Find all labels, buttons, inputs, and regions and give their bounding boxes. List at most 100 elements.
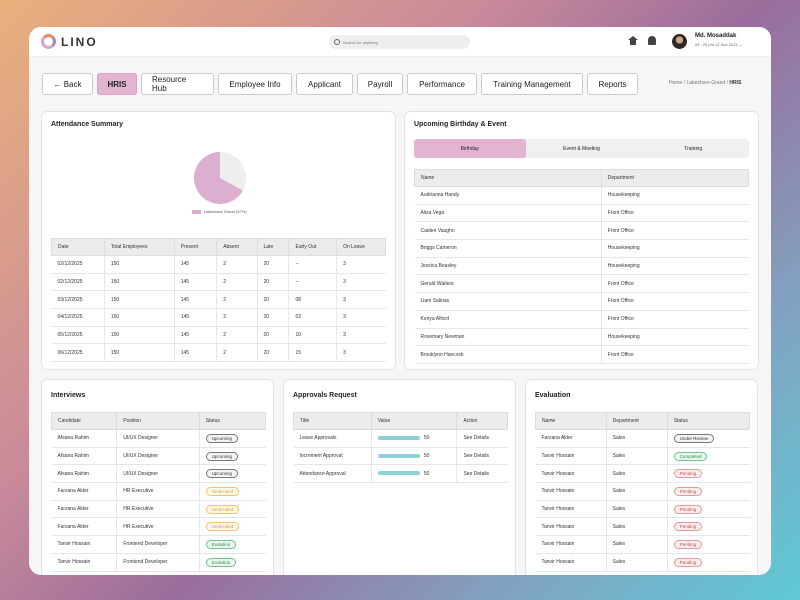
table-row[interactable]: 03/12/2025 150 145 2 20 08 3 bbox=[51, 290, 386, 310]
table-cell: Front Office bbox=[600, 310, 749, 329]
status-badge: Evolution bbox=[205, 557, 237, 567]
table-row[interactable]: Farzana Akter HR Executive Undecided bbox=[51, 500, 266, 519]
table-cell: 145 bbox=[173, 290, 217, 310]
table-cell: Housekeeping bbox=[600, 328, 749, 347]
status-badge: Upcoming bbox=[205, 433, 238, 443]
table-row[interactable]: Brooklynn Hancock Front Office bbox=[414, 345, 749, 364]
logo[interactable]: LINO bbox=[41, 34, 98, 49]
column-header: Total Employees bbox=[103, 238, 175, 256]
table-cell: Jessica Beasley bbox=[414, 257, 602, 276]
segment-training[interactable]: Training bbox=[684, 145, 703, 152]
column-header: Value bbox=[370, 412, 458, 430]
table-row[interactable]: 04/12/2025 150 145 2 20 02 3 bbox=[51, 308, 386, 327]
table-cell: 150 bbox=[103, 343, 175, 363]
table-cell: Aliza Vega bbox=[414, 204, 602, 223]
tab-resource-hub[interactable]: Resource Hub bbox=[141, 73, 214, 95]
column-header: Action bbox=[456, 412, 508, 430]
see-details-link[interactable]: See Details bbox=[463, 453, 490, 460]
pie-legend: Lakeshore Grand (67%) bbox=[192, 209, 247, 214]
table-row[interactable]: Attendance Approval 50 See Details bbox=[293, 464, 508, 484]
table-cell: Pending bbox=[666, 535, 750, 554]
segment-event-meeting[interactable]: Event & Meeting bbox=[563, 145, 600, 152]
table-row[interactable]: 06/12/2025 150 145 2 20 15 3 bbox=[51, 343, 386, 363]
table-cell: Sales bbox=[605, 429, 668, 448]
tab-employee-info[interactable]: Employee Info bbox=[218, 73, 292, 95]
bell-icon[interactable] bbox=[648, 36, 656, 45]
home-icon[interactable] bbox=[628, 36, 638, 46]
table-row[interactable]: Aliza Vega Front Office bbox=[414, 204, 749, 223]
table-row[interactable]: Tanvir Hossain Frontend Developer Evolutio… bbox=[51, 553, 266, 572]
table-cell: 2 bbox=[216, 273, 257, 292]
table-row[interactable]: Afsana Rahim UI/UX Designer Upcoming bbox=[51, 464, 266, 484]
table-row[interactable]: Farzana Akter HR Executive Undecided bbox=[51, 517, 266, 537]
table-cell: Tanvir Hossain bbox=[535, 535, 607, 554]
table-cell: 02 bbox=[288, 308, 337, 327]
see-details-link[interactable]: See Details bbox=[463, 435, 490, 442]
table-row[interactable]: Tanvir Hossain Sales Pending bbox=[535, 535, 750, 554]
table-row[interactable]: Jessica Beasley Housekeeping bbox=[414, 257, 749, 276]
avatar[interactable] bbox=[672, 34, 687, 49]
table-row[interactable]: Afsana Rahim UI/UX Designer Upcoming bbox=[51, 447, 266, 466]
table-cell: Rosemary Newman bbox=[414, 328, 602, 347]
status-badge: Completed bbox=[673, 451, 708, 461]
table-row[interactable]: Farzana Akter Sales Under Review bbox=[535, 429, 750, 448]
table-row[interactable]: Tanvir Hossain Sales Pending bbox=[535, 500, 750, 519]
table-row[interactable]: 05/12/2025 150 145 2 20 10 3 bbox=[51, 326, 386, 345]
column-header: Position bbox=[116, 412, 200, 430]
table-row[interactable]: Tanvir Hossain Sales Pending bbox=[535, 553, 750, 572]
table-cell: Tanvir Hossain bbox=[535, 447, 607, 466]
table-row[interactable]: Tanvir Hossain Frontend Developer Evolutio… bbox=[51, 535, 266, 554]
table-row[interactable]: 02/12/2025 150 145 2 20 -- 3 bbox=[51, 273, 386, 292]
table-cell: Tanvir Hossain bbox=[51, 553, 117, 572]
logo-icon bbox=[41, 34, 56, 49]
table-cell: Evolution bbox=[198, 535, 266, 554]
tab-performance[interactable]: Performance bbox=[407, 73, 477, 95]
table-row[interactable]: Gerald Walters Front Office bbox=[414, 274, 749, 294]
table-row[interactable]: Caiden Vaughn Front Office bbox=[414, 221, 749, 241]
table-row[interactable]: Briggs Cameron Housekeeping bbox=[414, 239, 749, 258]
segment-birthday[interactable]: Birthday bbox=[414, 139, 526, 158]
table-cell: 145 bbox=[173, 343, 217, 363]
table-row[interactable]: Leave Approvals 50 See Details bbox=[293, 429, 508, 448]
tab-applicant[interactable]: Applicant bbox=[296, 73, 353, 95]
table-row[interactable]: Tanvir Hossain Sales Pending bbox=[535, 482, 750, 501]
evaluation-card: Evaluation Name Department Status Farzana … bbox=[525, 379, 758, 575]
table-row[interactable]: Tanvir Hossain Sales Completed bbox=[535, 447, 750, 466]
table-cell: Farzana Akter bbox=[51, 517, 117, 537]
status-badge: Under Review bbox=[673, 433, 714, 443]
status-badge: Pending bbox=[673, 522, 703, 532]
breadcrumb-home[interactable]: Home bbox=[669, 80, 683, 86]
tab-reports[interactable]: Reports bbox=[587, 73, 638, 95]
table-row[interactable]: Increment Approval 50 See Details bbox=[293, 447, 508, 466]
table-row[interactable]: Tanvir Hossain Sales Pending bbox=[535, 464, 750, 484]
breadcrumb-section[interactable]: Lakeshore Grand bbox=[686, 80, 726, 86]
table-row[interactable]: Liam Salinas Front Office bbox=[414, 292, 749, 311]
column-header: On Leave bbox=[336, 238, 386, 256]
upcoming-birthday-card: Upcoming Birthday & Event Birthday Event… bbox=[404, 111, 759, 370]
card-title: Upcoming Birthday & Event bbox=[414, 121, 507, 128]
tab-training-management[interactable]: Training Management bbox=[481, 73, 583, 95]
table-cell: 2 bbox=[216, 255, 257, 274]
user-name[interactable]: Md. Mosaddak bbox=[695, 33, 737, 39]
back-button[interactable]: ← Back bbox=[42, 73, 93, 95]
table-cell: 3 bbox=[336, 308, 386, 327]
see-details-link[interactable]: See Details bbox=[463, 470, 490, 477]
table-row[interactable]: Tanvir Hossain Sales Pending bbox=[535, 517, 750, 537]
search-input[interactable]: Search for anything bbox=[329, 35, 470, 49]
table-cell: Brooklynn Hancock bbox=[414, 345, 602, 364]
table-row[interactable]: Kenya Alford Front Office bbox=[414, 310, 749, 329]
approvals-card: Approvals Request Title Value Action Leave… bbox=[283, 379, 516, 575]
table-cell: 50 bbox=[370, 429, 457, 448]
table-row[interactable]: Audrianna Handy Housekeeping bbox=[414, 186, 749, 205]
table-cell: Pending bbox=[666, 482, 750, 501]
column-header: Department bbox=[605, 412, 668, 430]
tab-payroll[interactable]: Payroll bbox=[357, 73, 403, 95]
table-cell: 150 bbox=[103, 290, 175, 310]
tab-hris[interactable]: HRIS bbox=[97, 73, 137, 95]
table-row[interactable]: 02/12/2025 150 145 2 20 -- 3 bbox=[51, 255, 386, 274]
table-cell: 3 bbox=[336, 290, 386, 310]
table-row[interactable]: Afsana Rahim UI/UX Designer Upcoming bbox=[51, 429, 266, 448]
table-row[interactable]: Farzana Akter HR Executive Undecided bbox=[51, 482, 266, 501]
status-badge: Undecided bbox=[205, 522, 240, 532]
table-row[interactable]: Rosemary Newman Housekeeping bbox=[414, 328, 749, 347]
